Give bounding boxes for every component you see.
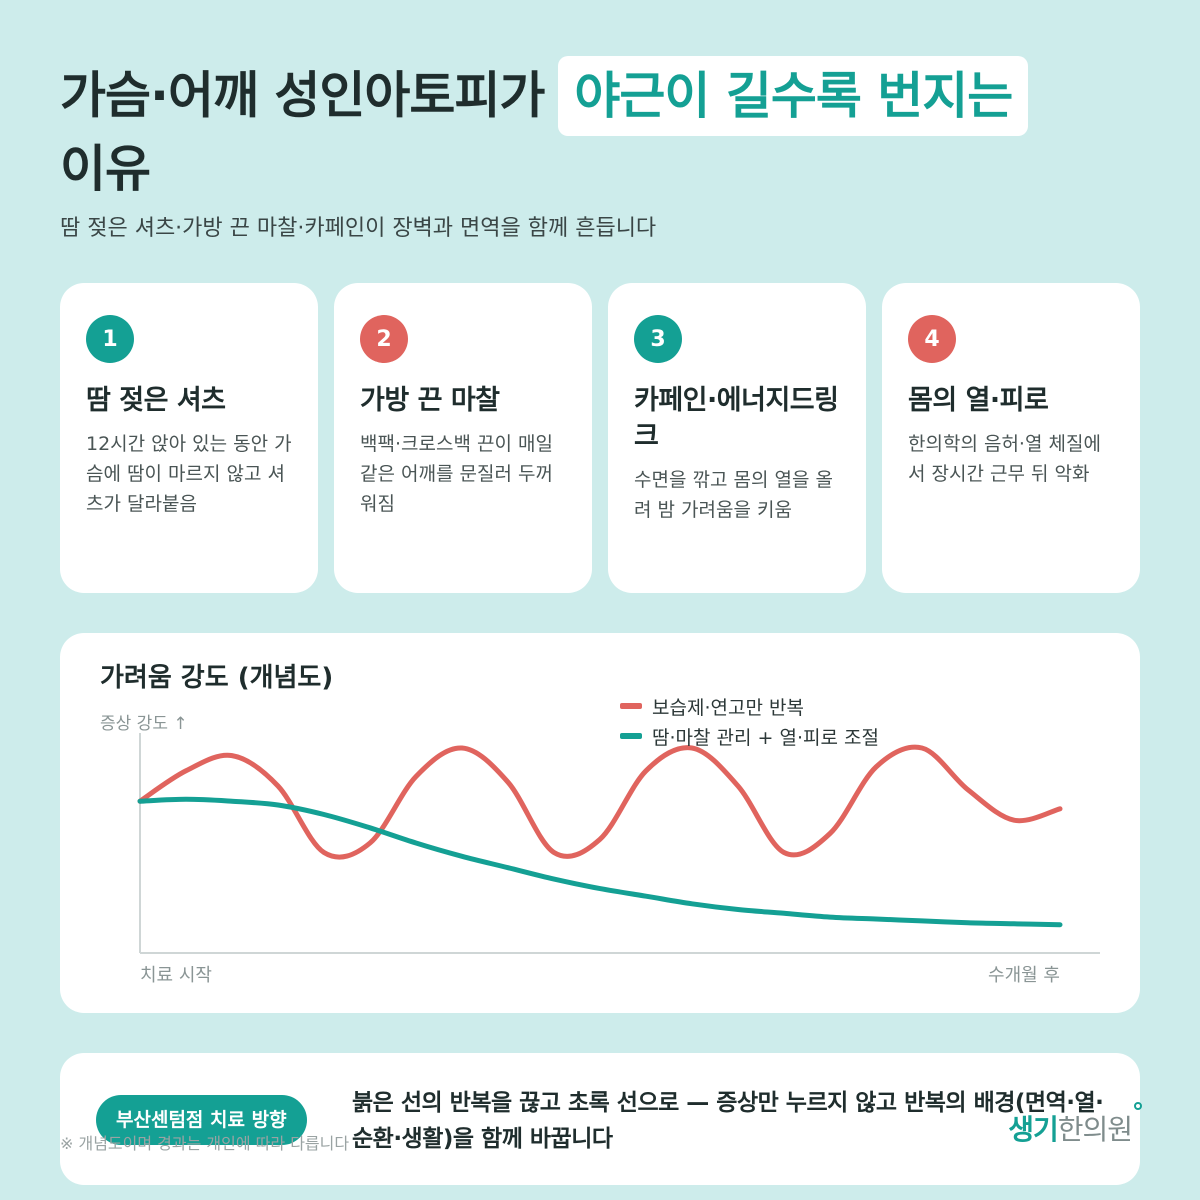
legend-item-care: 땀·마찰 관리 + 열·피로 조절 [620,721,879,751]
treatment-text: 붉은 선의 반복을 끊고 초록 선으로 — 증상만 누르지 않고 반복의 배경(… [352,1090,1104,1152]
card-number-badge: 4 [908,315,956,363]
y-axis-label: 증상 강도 ↑ [100,714,188,734]
treatment-badge: 부산센텀점 치료 방향 [96,1095,307,1145]
logo-part1: 생기 [1008,1113,1059,1146]
legend-label: 땀·마찰 관리 + 열·피로 조절 [652,726,879,749]
page-title: 가슴·어깨 성인아토피가 야근이 길수록 번지는 [60,52,1140,136]
card-number-badge: 1 [86,315,134,363]
card-text: 12시간 앉아 있는 동안 가슴에 땀이 마르지 않고 셔츠가 달라붙음 [86,433,292,515]
chart-title: 가려움 강도 (개념도) [100,663,334,693]
footnote: ※ 개념도이며 경과는 개인에 따라 다릅니다 [60,1134,350,1153]
legend-swatch-red [620,703,642,709]
cause-card-4: 4 몸의 열·피로 한의학의 음허·열 체질에서 장시간 근무 뒤 악화 [882,283,1140,593]
legend-label: 보습제·연고만 반복 [652,696,804,719]
title-block: 가슴·어깨 성인아토피가 야근이 길수록 번지는 이유 [60,52,1140,202]
card-title: 가방 끈 마찰 [360,385,500,416]
logo-part2: 한의원 [1057,1113,1133,1146]
cause-cards: 1 땀 젖은 셔츠 12시간 앉아 있는 동안 가슴에 땀이 마르지 않고 셔츠… [60,283,1140,593]
itch-intensity-chart [137,733,1100,954]
cause-card-3: 3 카페인·에너지드링크 수면을 깎고 몸의 열을 올려 밤 가려움을 키움 [608,283,866,593]
logo-dot-icon [1134,1102,1142,1110]
series-line-repeat [137,744,1063,860]
legend-item-repeat: 보습제·연고만 반복 [620,691,879,721]
clinic-logo: 생기한의원 [1008,1102,1142,1148]
card-text: 수면을 깎고 몸의 열을 올려 밤 가려움을 키움 [634,469,833,521]
subtitle: 땀 젖은 셔츠·가방 끈 마찰·카페인이 장벽과 면역을 함께 흔듭니다 [60,216,657,241]
x-axis-start-label: 치료 시작 [140,965,212,986]
card-number-badge: 2 [360,315,408,363]
legend-swatch-green [620,733,642,739]
card-title: 몸의 열·피로 [908,385,1049,416]
title-line1: 가슴·어깨 성인아토피가 [60,66,545,125]
treatment-panel: 부산센텀점 치료 방향 붉은 선의 반복을 끊고 초록 선으로 — 증상만 누르… [60,1053,1140,1185]
cause-card-1: 1 땀 젖은 셔츠 12시간 앉아 있는 동안 가슴에 땀이 마르지 않고 셔츠… [60,283,318,593]
cause-card-2: 2 가방 끈 마찰 백팩·크로스백 끈이 매일 같은 어깨를 문질러 두꺼워짐 [334,283,592,593]
title-line2: 이유 [60,139,151,198]
card-text: 백팩·크로스백 끈이 매일 같은 어깨를 문질러 두꺼워짐 [360,433,553,515]
title-highlight: 야근이 길수록 번지는 [558,55,1029,136]
series-line-care [137,796,1063,928]
x-axis-end-label: 수개월 후 [988,965,1060,986]
card-number-badge: 3 [634,315,682,363]
chart-legend: 보습제·연고만 반복 땀·마찰 관리 + 열·피로 조절 [620,691,879,751]
card-title: 땀 젖은 셔츠 [86,385,226,416]
card-text: 한의학의 음허·열 체질에서 장시간 근무 뒤 악화 [908,433,1101,485]
chart-panel: 가려움 강도 (개념도) 증상 강도 ↑ 보습제·연고만 반복 땀·마찰 관리 … [60,633,1140,1013]
card-title: 카페인·에너지드링크 [634,385,839,452]
